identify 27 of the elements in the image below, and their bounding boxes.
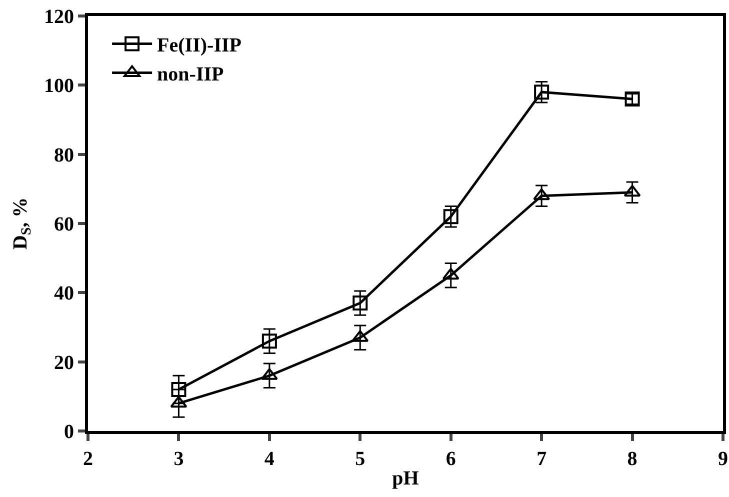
- legend-label: Fe(II)-IIP: [157, 34, 242, 57]
- y-tick-label: 100: [44, 75, 74, 98]
- y-tick-label: 80: [54, 144, 74, 166]
- x-tick-label: 4: [264, 448, 274, 470]
- x-tick-label: 2: [83, 448, 93, 470]
- point: [442, 268, 460, 280]
- y-tick-label: 20: [54, 352, 74, 374]
- y-tick-label: 120: [44, 6, 74, 28]
- x-axis-title: pH: [392, 468, 420, 490]
- y-tick-label: 0: [64, 421, 74, 443]
- legend-label: non-IIP: [157, 64, 224, 86]
- x-tick-label: 3: [174, 448, 184, 470]
- point: [170, 396, 188, 408]
- point: [262, 334, 277, 349]
- point: [534, 84, 550, 100]
- point: [533, 188, 550, 200]
- y-tick-label: 60: [54, 214, 74, 236]
- point: [443, 209, 458, 224]
- x-tick-label: 8: [627, 448, 638, 470]
- point: [624, 184, 641, 197]
- x-tick-label: 5: [355, 448, 366, 470]
- point: [352, 296, 368, 311]
- x-tick-label: 7: [536, 448, 547, 470]
- x-tick-label: 9: [718, 448, 728, 470]
- x-tick-label: 6: [446, 448, 456, 470]
- y-tick-label: 40: [54, 282, 74, 305]
- point: [171, 382, 186, 397]
